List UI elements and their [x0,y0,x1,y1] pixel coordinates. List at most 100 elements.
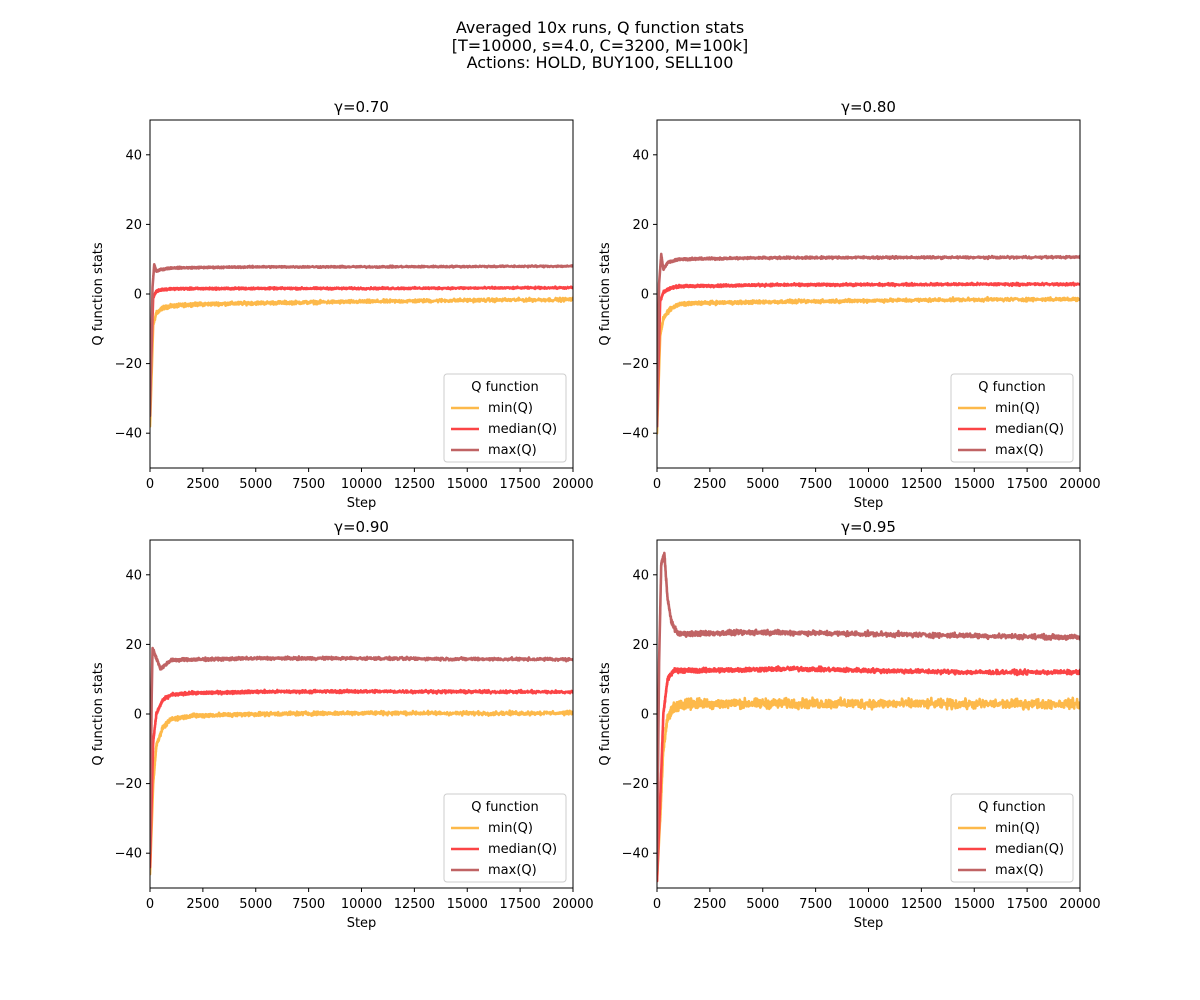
x-tick-label: 0 [146,897,154,912]
y-tick-label: −40 [622,427,649,442]
figure-title-line-3: Actions: HOLD, BUY100, SELL100 [466,53,734,72]
subplot-title: γ=0.95 [841,518,896,536]
subplot-title: γ=0.90 [334,518,389,536]
x-tick-label: 17500 [1006,477,1047,492]
legend-entry: median(Q) [488,842,557,857]
x-tick-label: 12500 [394,897,435,912]
subplot-4: 0 2500 5000 7500 10000 12500 15000 17500 20000 −4… [598,518,1101,931]
y-tick-label: 40 [125,148,142,163]
x-tick-label: 0 [146,477,154,492]
subplot-title: γ=0.70 [334,98,389,116]
legend-title: Q function [471,800,538,815]
x-tick-label: 12500 [901,897,942,912]
x-tick-label: 17500 [1006,897,1047,912]
series-line-minq [657,696,1080,883]
figure-title-line-2: [T=10000, s=4.0, C=3200, M=100k] [451,36,749,55]
x-tick-label: 20000 [1059,897,1100,912]
x-tick-label: 20000 [552,897,593,912]
y-tick-label: 20 [125,218,142,233]
y-tick-label: 20 [125,638,142,653]
x-tick-label: 7500 [292,477,325,492]
legend-box [950,373,1074,463]
x-tick-label: 5000 [746,477,779,492]
y-tick-label: −20 [622,357,649,372]
legend-entry: min(Q) [488,821,533,836]
y-tick-label: 0 [134,288,142,303]
legend-entry: min(Q) [995,821,1040,836]
series-line-medianq [657,665,1080,883]
legend-title: Q function [978,380,1045,395]
y-axis-label: Q function stats [91,662,106,766]
series-line-maxq [657,551,1080,872]
subplot-3: 0 2500 5000 7500 10000 12500 15000 17500 20000 −4… [91,518,594,931]
x-axis-label: Step [347,496,377,511]
subplot-1: 0 2500 5000 7500 10000 12500 15000 17500 20000 −4… [91,98,594,511]
subplot-2: 0 2500 5000 7500 10000 12500 15000 17500 20000 −4… [598,98,1101,511]
y-tick-label: 20 [632,218,649,233]
y-tick-label: 20 [632,638,649,653]
series-line-minq [150,709,573,876]
legend-entry: min(Q) [995,401,1040,416]
x-tick-label: 0 [653,897,661,912]
y-tick-label: 40 [125,568,142,583]
series-line-maxq [150,262,573,418]
x-tick-label: 15000 [447,897,488,912]
x-axis-label: Step [854,916,884,931]
x-tick-label: 10000 [341,477,382,492]
y-tick-label: 0 [134,708,142,723]
plot-area [657,252,1080,435]
x-tick-label: 12500 [394,477,435,492]
x-tick-label: 10000 [848,477,889,492]
legend-entry: max(Q) [488,443,537,458]
series-line-maxq [150,646,573,855]
x-tick-label: 20000 [1059,477,1100,492]
x-tick-label: 7500 [292,897,325,912]
legend-entry: median(Q) [488,422,557,437]
series-line-medianq [657,281,1080,428]
legend-entry: median(Q) [995,842,1064,857]
legend: Q function min(Q) median(Q) max(Q) [443,373,567,463]
x-tick-label: 17500 [499,477,540,492]
x-tick-label: 5000 [239,897,272,912]
y-axis-label: Q function stats [91,242,106,346]
series-line-minq [657,295,1080,435]
x-axis-label: Step [347,916,377,931]
legend-box [443,373,567,463]
x-tick-label: 15000 [447,477,488,492]
y-tick-label: −20 [115,777,142,792]
plot-area [150,262,573,428]
x-tick-label: 7500 [799,477,832,492]
x-tick-label: 2500 [186,897,219,912]
x-tick-label: 17500 [499,897,540,912]
x-tick-label: 10000 [848,897,889,912]
x-tick-label: 10000 [341,897,382,912]
y-axis-label: Q function stats [598,242,613,346]
y-axis-label: Q function stats [598,662,613,766]
series-line-medianq [150,285,573,400]
y-tick-label: −20 [115,357,142,372]
legend-entry: max(Q) [995,443,1044,458]
y-tick-label: 40 [632,568,649,583]
x-tick-label: 5000 [746,897,779,912]
y-tick-label: 0 [641,708,649,723]
x-tick-label: 2500 [693,897,726,912]
x-tick-label: 2500 [693,477,726,492]
legend: Q function min(Q) median(Q) max(Q) [950,793,1074,883]
legend-title: Q function [471,380,538,395]
y-tick-label: −20 [622,777,649,792]
legend-entry: median(Q) [995,422,1064,437]
series-line-minq [150,296,573,428]
legend-entry: max(Q) [995,863,1044,878]
plot-area [657,551,1080,883]
legend-box [443,793,567,883]
x-tick-label: 15000 [954,897,995,912]
x-tick-label: 7500 [799,897,832,912]
y-tick-label: −40 [115,427,142,442]
legend-entry: max(Q) [488,863,537,878]
x-axis-label: Step [854,496,884,511]
legend: Q function min(Q) median(Q) max(Q) [950,373,1074,463]
legend: Q function min(Q) median(Q) max(Q) [443,793,567,883]
figure-title-line-1: Averaged 10x runs, Q function stats [455,18,745,37]
y-tick-label: −40 [622,847,649,862]
